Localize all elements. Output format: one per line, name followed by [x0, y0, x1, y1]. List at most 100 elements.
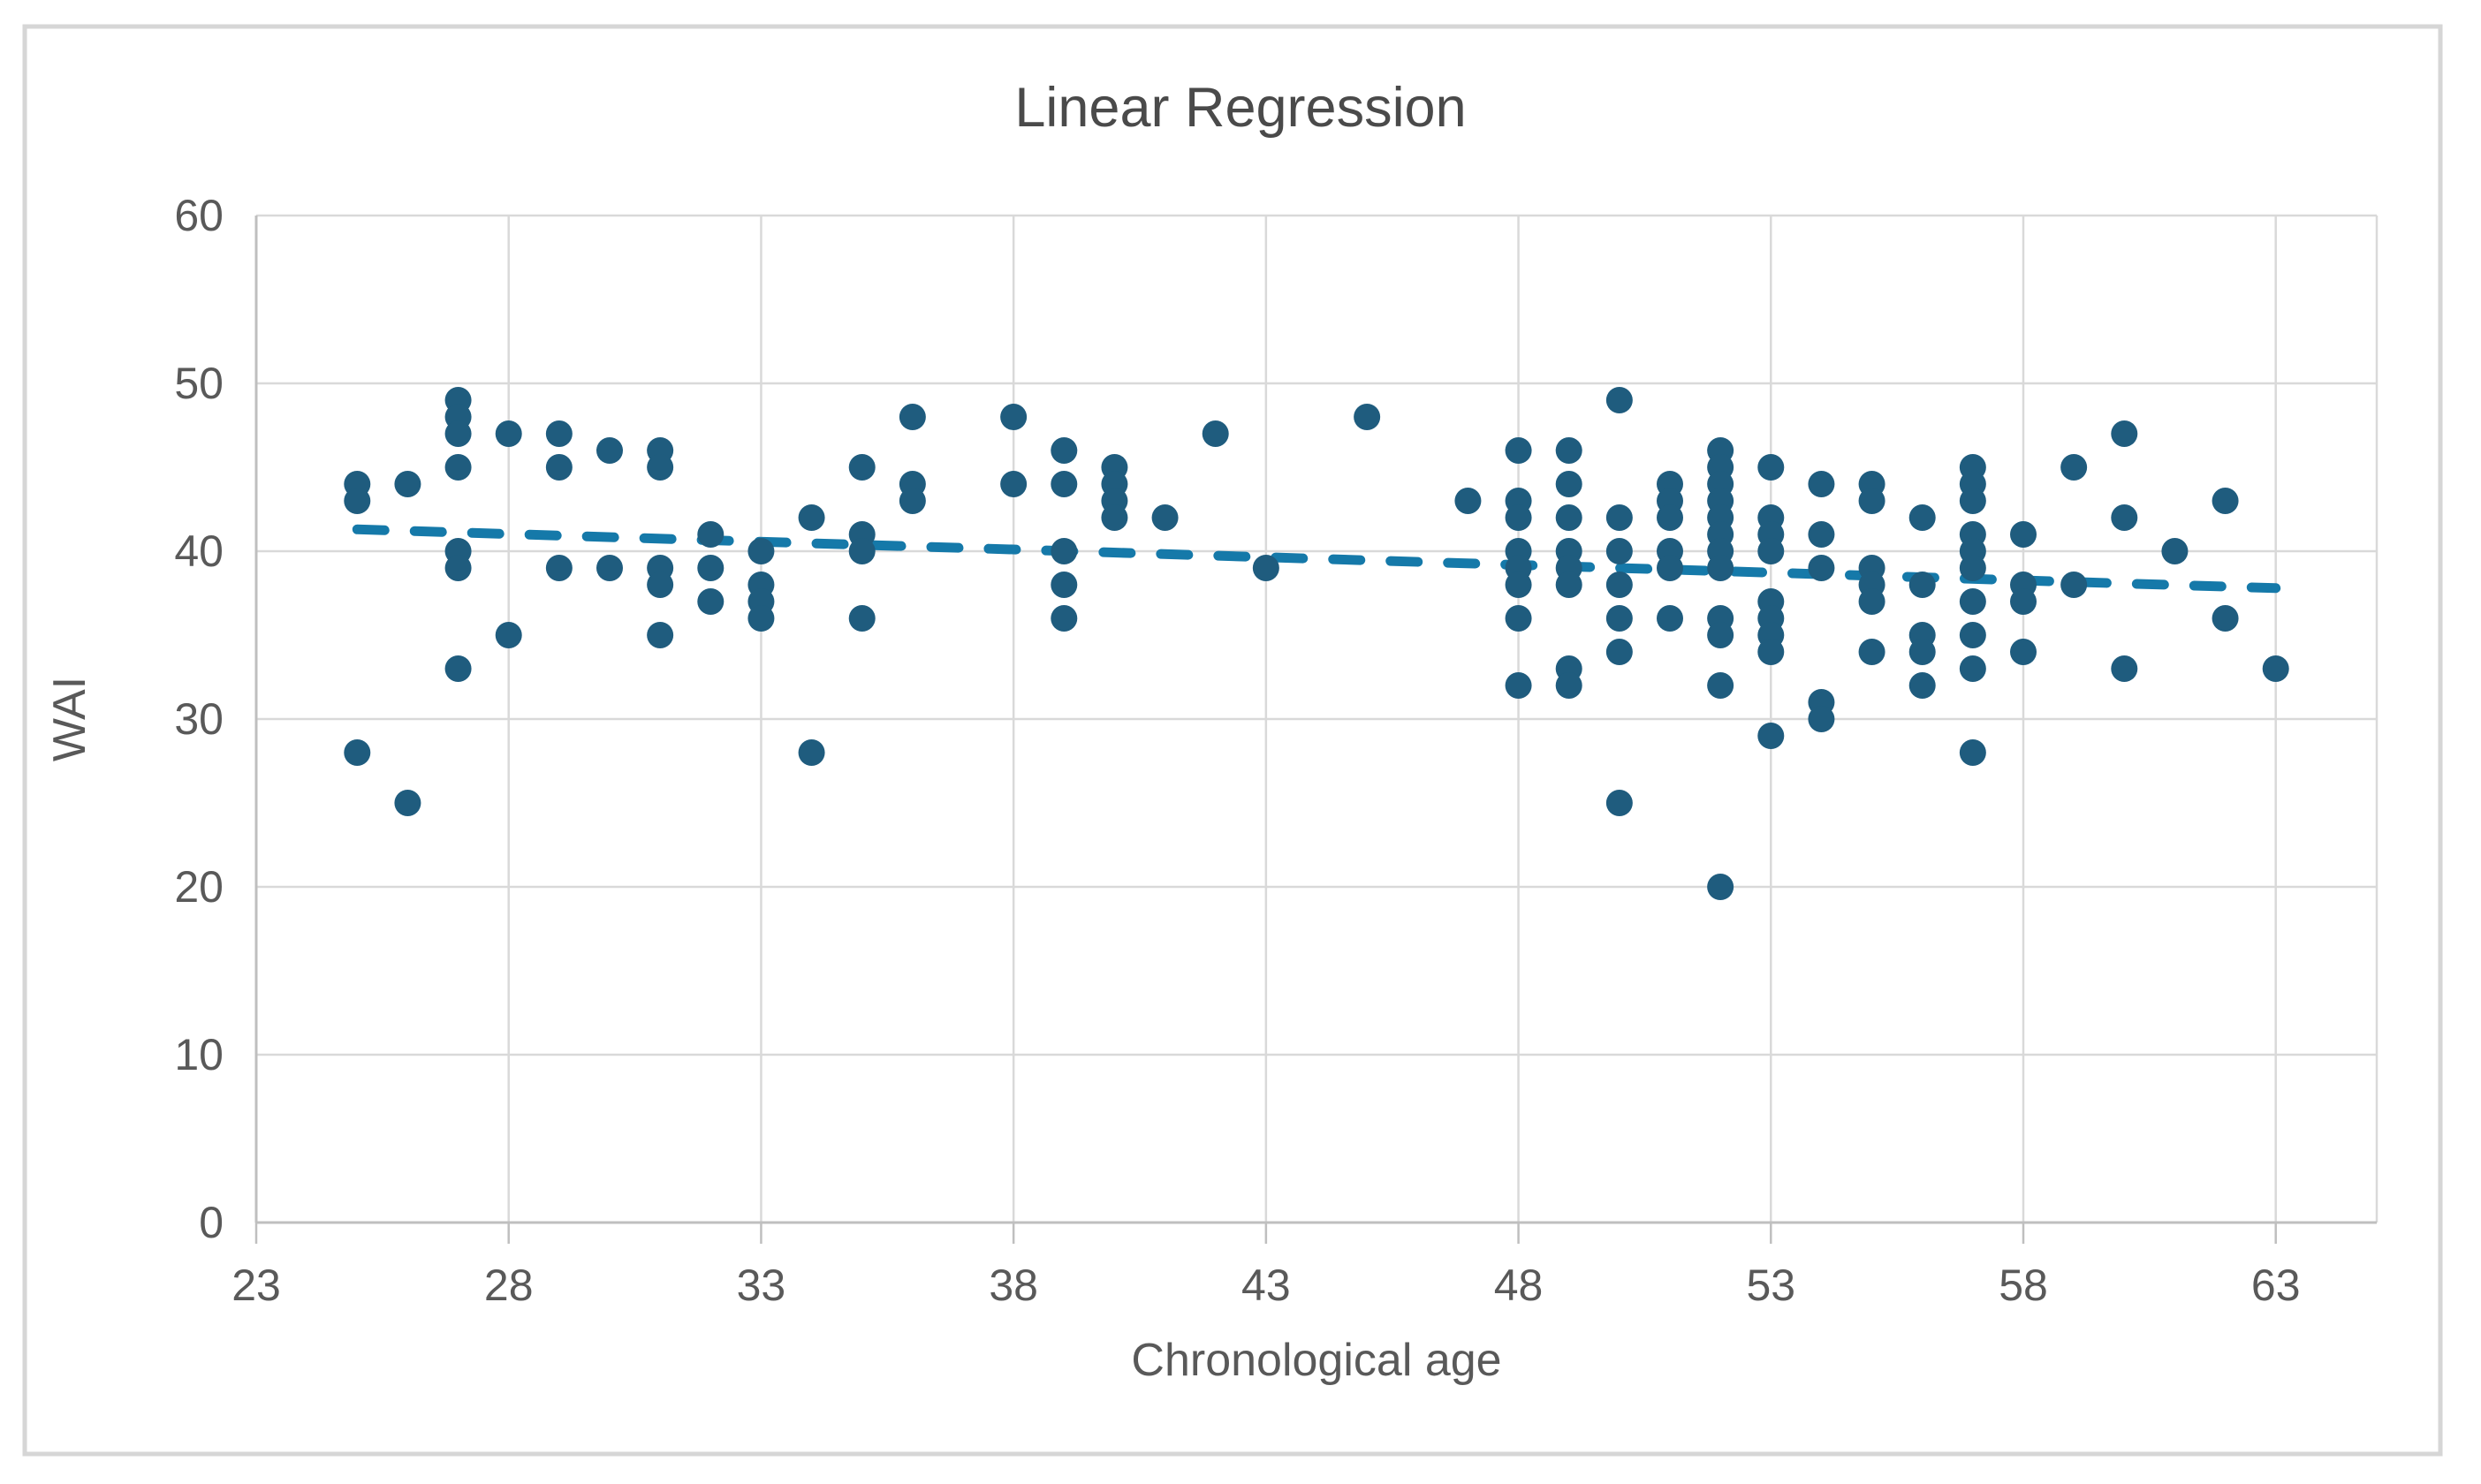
- y-tick-label: 40: [174, 526, 224, 576]
- scatter-point: [1605, 605, 1633, 632]
- scatter-point: [1808, 706, 1835, 732]
- scatter-point: [596, 555, 623, 581]
- x-tick-label: 63: [2251, 1261, 2301, 1310]
- scatter-point: [344, 488, 371, 514]
- scatter-point: [1051, 471, 1078, 497]
- scatter-point: [596, 437, 623, 464]
- scatter-point: [1202, 420, 1229, 447]
- scatter-point: [1707, 622, 1734, 648]
- scatter-point: [1505, 504, 1532, 531]
- x-axis-tick-marks: [254, 1223, 2277, 1244]
- x-tick-label: 43: [1241, 1261, 1291, 1310]
- scatter-point: [1454, 488, 1482, 514]
- scatter-point: [1657, 504, 1683, 531]
- x-tick-label: 48: [1494, 1261, 1544, 1310]
- scatter-point: [2111, 420, 2138, 447]
- scatter-point: [2262, 655, 2289, 682]
- scatter-point: [2212, 605, 2239, 632]
- scatter-point: [545, 555, 573, 581]
- scatter-point: [1908, 639, 1936, 665]
- scatter-point: [1808, 521, 1835, 548]
- scatter-point: [444, 420, 472, 447]
- scatter-point: [1505, 572, 1532, 598]
- scatter-point: [444, 454, 472, 481]
- scatter-point: [1000, 471, 1028, 497]
- scatter-point: [1858, 488, 1885, 514]
- scatter-point: [1605, 639, 1633, 665]
- scatter-point: [1858, 639, 1885, 665]
- scatter-point: [1555, 572, 1582, 598]
- scatter-point: [2060, 572, 2088, 598]
- gridlines: [254, 214, 2379, 1224]
- scatter-point: [798, 739, 825, 766]
- scatter-point: [1707, 874, 1734, 900]
- x-tick-label: 33: [737, 1261, 786, 1310]
- scatter-point: [1505, 605, 1532, 632]
- y-tick-label: 20: [174, 862, 224, 912]
- scatter-point: [1908, 672, 1936, 699]
- scatter-point: [444, 555, 472, 581]
- scatter-point: [1505, 672, 1532, 699]
- x-tick-label: 38: [989, 1261, 1038, 1310]
- scatter-point: [1959, 655, 1986, 682]
- scatter-point: [899, 404, 926, 430]
- scatter-point: [1757, 639, 1785, 665]
- scatter-point: [2212, 488, 2239, 514]
- scatter-point: [1959, 488, 1986, 514]
- scatter-point: [1757, 454, 1785, 481]
- x-axis-title: Chronological age: [1131, 1335, 1501, 1386]
- scatter-point: [344, 739, 371, 766]
- scatter-point: [1605, 504, 1633, 531]
- scatter-point: [647, 454, 674, 481]
- scatter-point: [1605, 387, 1633, 413]
- scatter-point: [1707, 555, 1734, 581]
- scatter-point: [1605, 790, 1633, 816]
- x-axis-tick-labels: 23 28 33 38 43 48 53 58 63: [231, 1261, 2300, 1310]
- y-tick-label: 50: [174, 359, 224, 408]
- scatter-point: [2111, 655, 2138, 682]
- scatter-point: [747, 605, 775, 632]
- scatter-point: [1808, 471, 1835, 497]
- scatter-point: [1051, 538, 1078, 564]
- scatter-point: [1959, 555, 1986, 581]
- y-tick-label: 30: [174, 694, 224, 744]
- scatter-point: [1252, 555, 1279, 581]
- scatter-point: [2010, 588, 2037, 615]
- scatter-points: [344, 387, 2289, 900]
- scatter-point: [1959, 588, 1986, 615]
- scatter-point: [1051, 605, 1078, 632]
- scatter-point: [697, 521, 725, 548]
- scatter-point: [1657, 605, 1683, 632]
- scatter-point: [545, 420, 573, 447]
- scatter-point: [1000, 404, 1028, 430]
- scatter-point: [545, 454, 573, 481]
- scatter-point: [1051, 572, 1078, 598]
- scatter-point: [1808, 555, 1835, 581]
- scatter-point: [697, 588, 725, 615]
- scatter-point: [1555, 504, 1582, 531]
- scatter-point: [394, 790, 421, 816]
- scatter-point: [2010, 521, 2037, 548]
- scatter-point: [1858, 588, 1885, 615]
- scatter-point: [647, 572, 674, 598]
- scatter-point: [848, 538, 876, 564]
- y-tick-label: 60: [174, 191, 224, 240]
- scatter-point: [1505, 437, 1532, 464]
- scatter-point: [899, 488, 926, 514]
- scatter-point: [1959, 622, 1986, 648]
- y-axis-tick-labels: 0 10 20 30 40 50 60: [174, 191, 224, 1247]
- scatter-point: [1555, 437, 1582, 464]
- chart-title: Linear Regression: [1014, 77, 1466, 139]
- x-tick-label: 28: [484, 1261, 534, 1310]
- scatter-point: [1908, 504, 1936, 531]
- scatter-point: [2010, 639, 2037, 665]
- scatter-point: [848, 454, 876, 481]
- scatter-point: [1555, 672, 1582, 699]
- scatter-point: [697, 555, 725, 581]
- scatter-point: [798, 504, 825, 531]
- scatter-point: [2161, 538, 2189, 564]
- scatter-point: [1959, 739, 1986, 766]
- scatter-point: [495, 420, 522, 447]
- scatter-point: [1657, 555, 1683, 581]
